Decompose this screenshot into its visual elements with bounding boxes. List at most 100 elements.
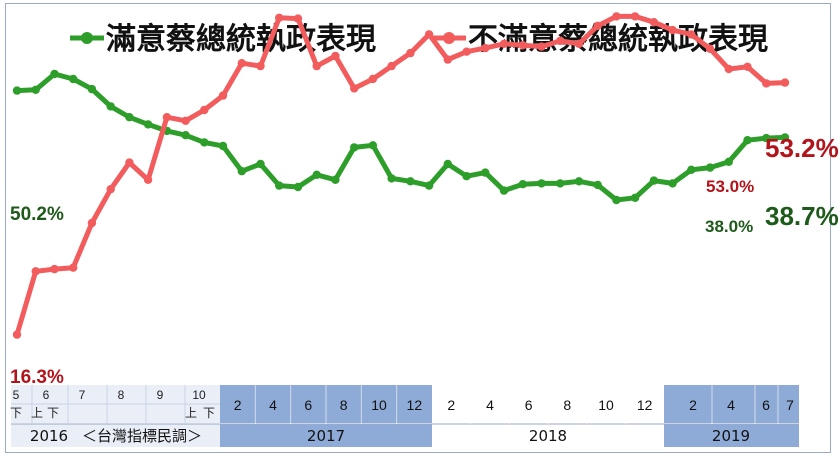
data-point: [368, 74, 378, 84]
axis-month-label: 8: [340, 397, 348, 413]
data-point: [256, 61, 265, 71]
data-point: [275, 13, 284, 22]
data-point: [462, 47, 471, 56]
data-point: [181, 116, 190, 126]
series-disapprove: [12, 12, 790, 339]
legend-disapprove-marker: [443, 32, 455, 44]
data-point: [350, 84, 359, 93]
data-point: [743, 62, 752, 71]
data-point: [424, 181, 434, 190]
data-point: [406, 177, 415, 186]
data-point: [556, 179, 565, 188]
series-layer: [12, 12, 790, 339]
data-point: [649, 18, 659, 27]
data-point: [630, 193, 640, 202]
axis-month-label: 10: [371, 397, 387, 413]
value-labels: 50.2% 38.0% 38.7% 16.3% 53.0% 53.2%: [10, 133, 839, 388]
x-axis: 5 6 7 8 9 10下上下上下 2 4 6 8 10 12 2 4 6 8 10 12 2 4 6 72016 ＜台灣指…: [10, 385, 799, 447]
axis-month-label: 6: [304, 397, 312, 413]
data-point: [630, 12, 640, 21]
data-point: [724, 157, 733, 166]
axis-half-label: 上: [31, 406, 43, 420]
approve-prev-label: 38.0%: [705, 217, 753, 236]
axis-cell: [664, 385, 799, 423]
legend-approve-label: 滿意蔡總統執政表現: [106, 22, 376, 57]
data-point: [705, 163, 715, 172]
data-point: [50, 69, 59, 79]
data-point: [200, 105, 209, 115]
data-point: [31, 85, 40, 95]
data-point: [518, 180, 527, 189]
axis-month-label: 12: [407, 397, 423, 413]
axis-month-label: 6: [43, 388, 50, 402]
data-point: [593, 21, 602, 30]
axis-half-label: 下: [47, 406, 59, 420]
data-point: [481, 168, 490, 177]
data-point: [687, 30, 696, 39]
data-point: [181, 131, 190, 140]
data-point: [12, 86, 22, 95]
data-point: [406, 48, 415, 58]
axis-year-cell: [220, 424, 432, 447]
axis-month-label: 8: [118, 388, 125, 402]
axis-half-label: 下: [203, 406, 215, 420]
data-point: [780, 78, 790, 87]
data-point: [293, 14, 303, 23]
axis-month-label: 5: [13, 388, 20, 402]
data-point: [443, 159, 452, 169]
data-point: [443, 55, 452, 64]
disapprove-last-label: 53.2%: [765, 133, 839, 163]
series-line: [14, 13, 788, 338]
data-point: [69, 263, 78, 272]
axis-month-label: 2: [447, 397, 455, 413]
axis-year-cell: [432, 424, 664, 447]
data-point: [106, 185, 115, 194]
data-point: [612, 12, 621, 21]
data-point: [574, 39, 584, 48]
data-point: [537, 179, 546, 188]
data-point: [143, 120, 153, 129]
data-point: [556, 36, 565, 46]
data-point: [537, 42, 546, 51]
axis-month-label: 8: [563, 397, 571, 413]
data-point: [87, 84, 97, 94]
data-point: [200, 138, 209, 147]
axis-month-label: 4: [269, 397, 277, 413]
data-point: [12, 330, 22, 339]
data-point: [705, 44, 715, 53]
data-point: [518, 41, 527, 50]
data-point: [762, 79, 771, 88]
axis-year-label: 2018: [529, 427, 567, 445]
axis-month-label: 9: [157, 388, 164, 402]
data-point: [87, 218, 97, 228]
axis-month-label: 2: [234, 397, 242, 413]
axis-month-label: 2: [689, 397, 697, 413]
axis-month-label: 6: [525, 397, 533, 413]
data-point: [218, 91, 228, 100]
axis-month-label: 10: [192, 388, 206, 402]
data-point: [256, 159, 265, 169]
data-point: [499, 39, 509, 48]
data-point: [687, 165, 696, 174]
data-point: [312, 170, 321, 179]
data-point: [31, 267, 40, 276]
legend-disapprove: 不滿意蔡總統執政表現: [432, 22, 768, 57]
data-point: [743, 136, 752, 145]
data-point: [350, 143, 359, 152]
axis-source-label: ＜台灣指標民調＞: [82, 427, 202, 445]
data-point: [331, 51, 340, 61]
data-point: [312, 61, 321, 71]
data-point: [668, 25, 677, 35]
data-point: [724, 64, 733, 74]
data-point: [593, 180, 602, 190]
data-point: [612, 195, 621, 205]
data-point: [237, 59, 246, 68]
legend-disapprove-label: 不滿意蔡總統執政表現: [468, 22, 768, 57]
axis-year-label: 2019: [712, 427, 750, 445]
axis-month-label: 12: [637, 397, 653, 413]
disapprove-prev-label: 53.0%: [706, 177, 754, 196]
data-point: [69, 74, 78, 84]
axis-month-label: 7: [786, 397, 794, 413]
axis-month-label: 7: [79, 388, 86, 402]
